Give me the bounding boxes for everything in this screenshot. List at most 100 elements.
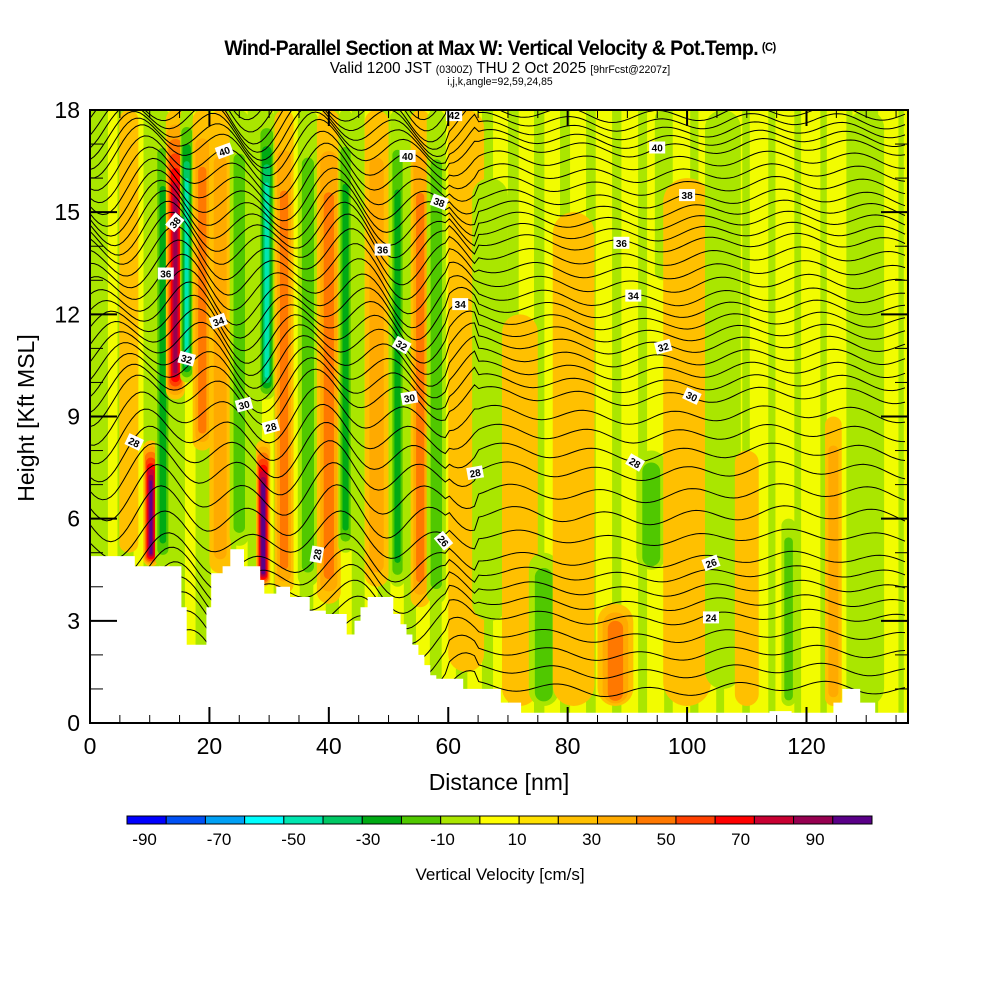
theta-contour-line: [90, 308, 906, 364]
contour-label-text: 36: [377, 246, 389, 257]
contour-label-box: [466, 465, 485, 480]
colorbar-swatch: [126, 815, 167, 825]
contour-label-text: 32: [180, 353, 194, 367]
theta-contour-line: [90, 321, 906, 376]
w-shade: [198, 166, 207, 434]
theta-contour-line: [90, 281, 906, 341]
w-shade: [342, 183, 349, 531]
theta-contour-line: [90, 484, 906, 543]
contour-label: 36: [613, 236, 630, 250]
w-shade: [233, 153, 246, 533]
contour-label-box: [701, 554, 721, 572]
w-shade: [394, 189, 401, 563]
w-shade: [607, 620, 624, 701]
colorbar-swatch: [557, 815, 599, 825]
contour-label-text: 40: [402, 152, 414, 163]
contour-label: 36: [157, 267, 174, 281]
contour-label: 40: [214, 142, 234, 159]
contour-label-box: [429, 193, 449, 211]
contour-label-box: [177, 350, 196, 367]
contour-label-text: 28: [469, 468, 482, 481]
theta-contour-line: [90, 421, 906, 483]
theta-contour-line: [90, 357, 906, 414]
contour-label: 34: [452, 298, 469, 311]
w-feature: [734, 450, 759, 706]
contour-label-text: 30: [403, 393, 416, 406]
contour-label: 32: [653, 338, 673, 355]
contour-label-text: 34: [628, 292, 640, 303]
contour-label: 28: [625, 453, 646, 472]
w-feature: [143, 440, 159, 567]
contour-label-text: 40: [652, 144, 664, 155]
colorbar-swatch: [597, 815, 638, 825]
w-feature: [274, 110, 294, 594]
contour-label-box: [374, 243, 391, 256]
valid-date: THU 2 Oct 2025: [476, 60, 587, 77]
theta-contour-line: [90, 294, 906, 353]
colorbar-swatch: [636, 815, 677, 825]
contour-label: 28: [309, 545, 325, 564]
contour-label-box: [446, 110, 463, 122]
colorbar-swatch: [322, 815, 363, 825]
contour-label-text: 38: [682, 191, 694, 202]
contour-label-text: 30: [238, 399, 252, 413]
w-shade: [430, 159, 443, 589]
w-shade: [534, 568, 553, 702]
x-tick-label: 60: [435, 733, 461, 759]
y-tick-label: 12: [54, 301, 80, 327]
w-shade: [301, 157, 315, 573]
theta-contour-line: [90, 110, 906, 161]
w-feature: [229, 110, 249, 546]
theta-contour-line: [90, 142, 906, 204]
contour-label-box: [400, 390, 419, 406]
contour-label-box: [452, 298, 469, 311]
w-feature: [426, 110, 446, 604]
w-feature: [297, 110, 319, 587]
theta-contour-line: [90, 346, 906, 402]
contour-label-box: [309, 545, 325, 564]
x-axis-label: Distance [nm]: [429, 769, 570, 795]
theta-contour-line: [90, 335, 906, 389]
colorbar-tick-label: -50: [281, 830, 306, 849]
colorbar: -90 -70 -50 -30 -10 10 30 50 70 90: [126, 815, 873, 849]
contour-label: 30: [400, 390, 419, 406]
w-feature: [192, 110, 212, 451]
contour-label-box: [157, 267, 174, 280]
theta-contour-line: [90, 154, 906, 216]
contour-label: 36: [374, 243, 391, 257]
colorbar-swatch: [479, 815, 520, 825]
contour-label-box: [679, 189, 696, 202]
w-shade: [784, 537, 793, 701]
theta-contour-line: [90, 239, 906, 300]
terrain-mask: [90, 549, 908, 723]
contour-label-text: 24: [705, 613, 717, 624]
w-shade: [734, 450, 759, 706]
colorbar-swatch: [714, 815, 755, 825]
w-feature: [781, 518, 796, 706]
w-feature: [825, 416, 842, 706]
theta-contour-line: [90, 368, 906, 428]
contour-label: 30: [682, 387, 702, 405]
theta-contour-line: [90, 462, 906, 522]
w-shade: [642, 462, 661, 567]
w-shade: [828, 445, 839, 698]
weak-updraft-band: [261, 110, 274, 723]
valid-time-line: Valid 1200 JST (0300Z) THU 2 Oct 2025 [9…: [25, 60, 975, 78]
theta-contour-line: [90, 111, 906, 170]
w-feature: [663, 178, 711, 706]
theta-contour-line: [90, 225, 906, 286]
colorbar-tick-label: 10: [508, 830, 527, 849]
colorbar-tick-label: 50: [657, 830, 676, 849]
contour-label-text: 32: [393, 339, 409, 354]
y-tick-label: 3: [67, 608, 80, 634]
x-tick-label: 20: [197, 733, 223, 759]
contour-label-text: 32: [657, 341, 671, 355]
contour-label: 38: [429, 193, 449, 211]
x-tick-label: 0: [84, 733, 97, 759]
contour-label: 34: [625, 289, 642, 303]
contour-label: 38: [679, 189, 696, 202]
title-text: Wind-Parallel Section at Max W: Vertical…: [224, 37, 759, 60]
contour-label-box: [625, 289, 642, 302]
